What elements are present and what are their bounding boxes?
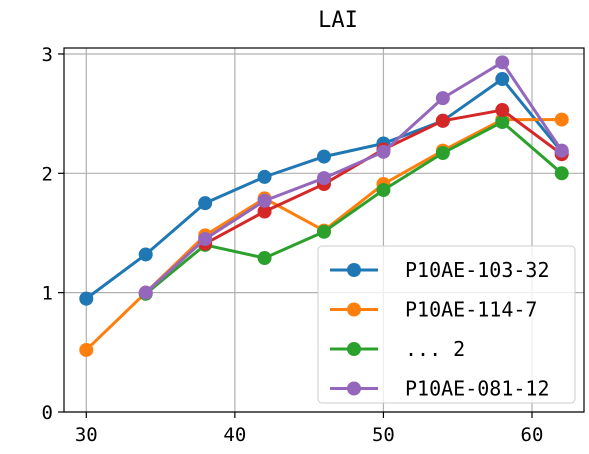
legend-label: P10AE-081-12	[405, 377, 550, 401]
data-point	[317, 224, 331, 239]
data-point	[79, 342, 94, 357]
data-point	[495, 114, 510, 129]
data-point	[376, 144, 391, 159]
series-line	[144, 120, 563, 296]
data-point	[495, 55, 510, 70]
data-point	[317, 149, 331, 164]
data-point	[257, 169, 272, 184]
data-point	[435, 91, 450, 106]
legend-marker	[347, 302, 361, 317]
data-point	[198, 231, 213, 246]
series-line	[144, 60, 563, 294]
data-point	[79, 291, 94, 306]
x-tick-label: 50	[372, 424, 395, 446]
plot-frame	[63, 47, 585, 413]
legend-marker	[347, 342, 361, 356]
x-tick-label: 40	[223, 424, 246, 446]
data-point	[257, 204, 272, 219]
legend-label: P10AE-114-7	[405, 298, 537, 322]
axis-ticks: 30 40 50 60 0 1 2 3	[42, 44, 544, 446]
y-tick-label: 1	[42, 283, 53, 305]
data-point	[435, 113, 450, 128]
y-tick-label: 2	[42, 163, 53, 185]
legend-marker	[347, 263, 361, 277]
x-tick-label: 60	[521, 424, 544, 446]
legend-marker	[347, 381, 361, 396]
x-tick-label: 30	[75, 424, 98, 446]
y-tick-label: 3	[42, 44, 53, 66]
legend-box	[317, 245, 576, 404]
data-point	[435, 146, 450, 161]
data-point	[257, 193, 272, 208]
data-point	[138, 247, 153, 262]
series-lines	[79, 55, 569, 357]
data-point	[554, 143, 569, 158]
data-point	[495, 103, 510, 118]
data-point	[198, 196, 213, 211]
data-point	[138, 285, 153, 300]
data-point	[317, 171, 331, 186]
data-point	[495, 72, 510, 87]
data-point	[376, 183, 391, 198]
y-tick-label: 0	[42, 402, 53, 424]
chart-title: LAI	[318, 8, 358, 33]
legend: P10AE-103-32 P10AE-114-7 ... 2 P10AE-081-12	[317, 245, 576, 404]
data-point	[554, 166, 569, 181]
data-point	[554, 112, 569, 127]
data-point	[257, 251, 272, 266]
legend-label: P10AE-103-32	[405, 258, 550, 282]
legend-label: ... 2	[405, 337, 465, 361]
